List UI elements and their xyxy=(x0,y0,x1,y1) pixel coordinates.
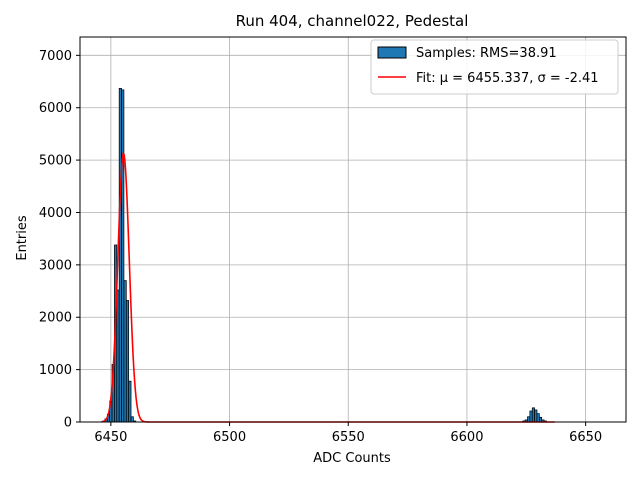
legend-fit-label: Fit: μ = 6455.337, σ = -2.41 xyxy=(416,71,599,86)
x-tick-label: 6600 xyxy=(450,430,483,445)
fit-curve xyxy=(101,151,555,423)
histogram-bar xyxy=(536,413,540,423)
y-axis-label: Entries xyxy=(15,215,30,261)
histogram-bar xyxy=(534,409,538,423)
grid-lines xyxy=(80,37,626,423)
histogram-bar xyxy=(531,407,535,423)
legend-histogram-swatch xyxy=(377,46,407,59)
y-tick-label: 0 xyxy=(64,416,72,431)
chart-title: Run 404, channel022, Pedestal xyxy=(236,12,469,30)
histogram-bar xyxy=(128,380,132,423)
y-tick-label: 1000 xyxy=(39,363,72,378)
histogram-bars xyxy=(102,87,547,423)
axis-ticks: 6450 6500 6550 6600 6650 0 1000 2000 3000 4000 500… xyxy=(39,49,602,445)
x-tick-label: 6450 xyxy=(94,430,127,445)
y-tick-label: 7000 xyxy=(39,49,72,64)
x-tick-label: 6550 xyxy=(332,430,365,445)
legend-box xyxy=(370,39,619,95)
histogram-bar xyxy=(121,89,125,423)
x-tick-label: 6650 xyxy=(569,430,602,445)
y-tick-label: 2000 xyxy=(39,311,72,326)
y-tick-label: 6000 xyxy=(39,101,72,116)
x-axis-label: ADC Counts xyxy=(313,451,391,466)
histogram-bar xyxy=(529,410,533,423)
plot-frame xyxy=(79,36,627,423)
histogram-bar xyxy=(123,280,127,423)
histogram-bar xyxy=(118,87,122,423)
y-tick-label: 5000 xyxy=(39,154,72,169)
histogram-bar xyxy=(130,416,134,423)
legend-histogram-label: Samples: RMS=38.91 xyxy=(416,46,557,61)
legend: Samples: RMS=38.91 Fit: μ = 6455.337, σ … xyxy=(370,39,619,95)
histogram-bar xyxy=(125,300,130,423)
histogram-bar xyxy=(116,289,120,423)
x-tick-label: 6500 xyxy=(213,430,246,445)
y-tick-label: 4000 xyxy=(39,206,72,221)
y-tick-label: 3000 xyxy=(39,258,72,273)
